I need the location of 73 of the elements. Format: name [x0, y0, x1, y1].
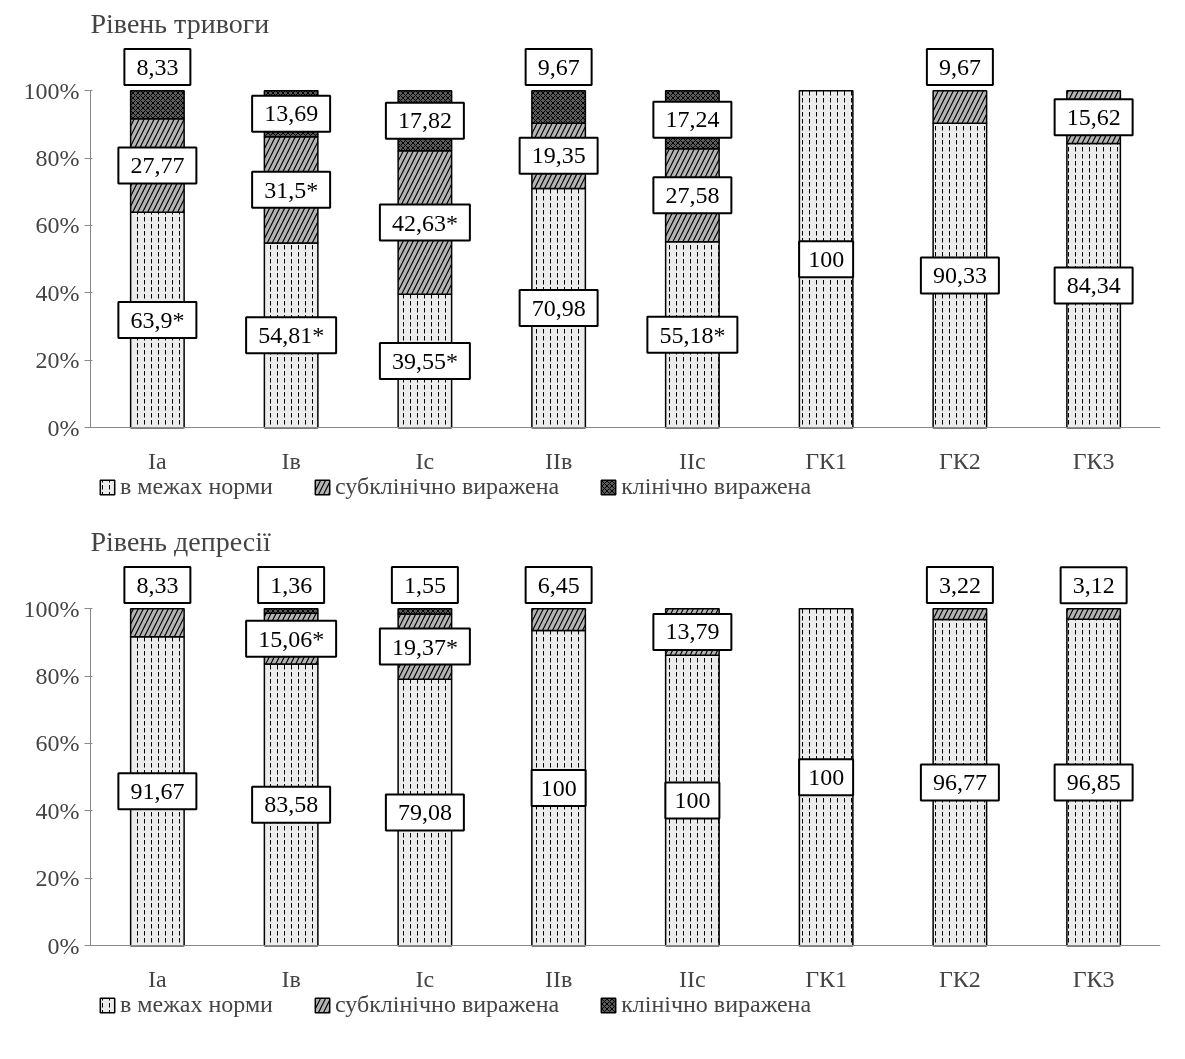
- data-label: 9,67: [938, 53, 981, 80]
- data-label: 96,85: [1066, 768, 1121, 795]
- x-tick-label: ГК3: [1072, 965, 1115, 992]
- data-label: 63,9*: [130, 306, 185, 333]
- data-label: 84,34: [1066, 272, 1121, 299]
- data-label: 100: [808, 245, 845, 272]
- x-tick-label: Ia: [148, 965, 168, 992]
- data-label: 91,67: [130, 777, 185, 804]
- x-tick-label: ГК3: [1072, 447, 1115, 474]
- y-tick-label: 80%: [35, 145, 80, 172]
- x-tick-label: Ia: [148, 447, 168, 474]
- x-tick-label: IIc: [679, 447, 706, 474]
- legend-label: субклінічно виражена: [334, 473, 560, 500]
- x-tick-label: ГК1: [805, 965, 848, 992]
- data-label: 3,22: [938, 571, 981, 598]
- legend-label: в межах норми: [120, 473, 273, 500]
- x-tick-label: Iв: [281, 965, 301, 992]
- data-label: 70,98: [531, 294, 586, 321]
- data-label: 54,81*: [258, 322, 325, 349]
- data-label: 1,55: [403, 571, 446, 598]
- chart-title: Рівень тривоги: [90, 7, 270, 39]
- data-label: 1,36: [270, 571, 313, 598]
- data-label: 15,06*: [258, 625, 325, 652]
- y-tick-label: 60%: [35, 212, 80, 239]
- x-tick-label: Ic: [415, 447, 435, 474]
- data-label: 13,69: [264, 100, 319, 127]
- y-tick-label: 20%: [35, 347, 80, 374]
- annotation: 100: [540, 774, 577, 801]
- y-tick-label: 100%: [23, 77, 80, 104]
- y-tick-label: 0%: [47, 932, 80, 959]
- legend-label: в межах норми: [120, 991, 273, 1018]
- legend-label: клінічно виражена: [621, 473, 812, 500]
- y-tick-label: 60%: [35, 730, 80, 757]
- x-tick-label: ГК2: [938, 447, 981, 474]
- data-label: 9,67: [537, 53, 580, 80]
- y-tick-label: 100%: [23, 595, 80, 622]
- y-tick-label: 0%: [47, 414, 80, 441]
- data-label: 17,24: [665, 106, 720, 133]
- y-tick-label: 40%: [35, 797, 80, 824]
- data-label: 19,35: [531, 142, 586, 169]
- x-tick-label: Iв: [281, 447, 301, 474]
- data-label: 31,5*: [264, 176, 319, 203]
- data-label: 6,45: [537, 571, 580, 598]
- data-label: 13,79: [665, 618, 720, 645]
- data-label: 55,18*: [659, 321, 726, 348]
- y-tick-label: 80%: [35, 663, 80, 690]
- data-label: 8,33: [136, 53, 179, 80]
- data-label: 8,33: [136, 571, 179, 598]
- y-tick-label: 20%: [35, 865, 80, 892]
- data-label: 90,33: [932, 261, 987, 288]
- x-tick-label: IIc: [679, 965, 706, 992]
- data-label: 15,62: [1066, 103, 1121, 130]
- data-label: 83,58: [264, 791, 319, 818]
- data-label: 100: [808, 763, 845, 790]
- data-label: 17,82: [397, 107, 452, 134]
- data-label: 3,12: [1072, 571, 1115, 598]
- data-label: 27,77: [130, 152, 185, 179]
- data-label: 79,08: [397, 798, 452, 825]
- data-label: 19,37*: [391, 633, 458, 660]
- annotation: 100: [674, 786, 711, 813]
- x-tick-label: ГК1: [805, 447, 848, 474]
- data-label: 27,58: [665, 181, 720, 208]
- data-label: 42,63*: [391, 209, 458, 236]
- data-label: 39,55*: [391, 348, 458, 374]
- legend-label: клінічно виражена: [621, 991, 812, 1018]
- x-tick-label: IIв: [544, 447, 573, 474]
- x-tick-label: ГК2: [938, 965, 981, 992]
- data-label: 96,77: [932, 769, 987, 796]
- y-tick-label: 40%: [35, 279, 80, 306]
- x-tick-label: IIв: [544, 965, 573, 992]
- chart-title: Рівень депресії: [90, 525, 272, 557]
- x-tick-label: Ic: [415, 965, 435, 992]
- legend-label: субклінічно виражена: [334, 991, 560, 1018]
